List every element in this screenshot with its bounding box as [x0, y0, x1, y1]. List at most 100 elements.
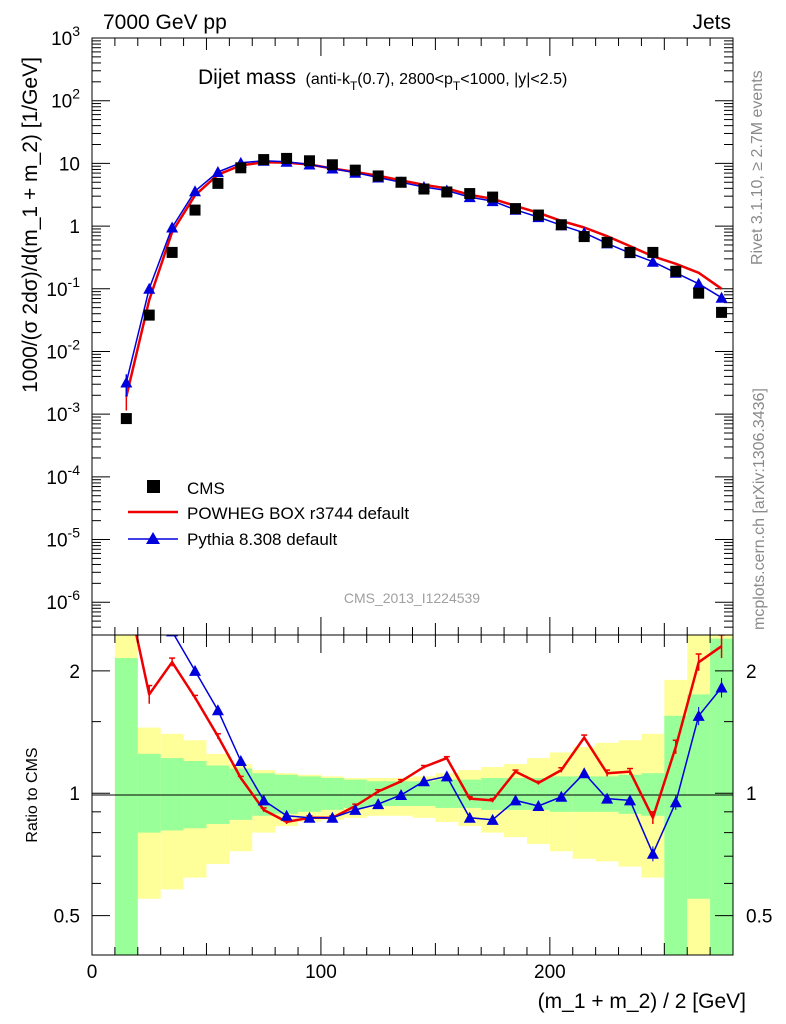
ratio-band-inner [298, 776, 321, 812]
main-ytick-label-base: 10 [46, 593, 67, 614]
main-ytick-label: 10-1 [46, 274, 80, 301]
main-pythia-point [189, 185, 202, 197]
main-cms-point [487, 191, 499, 203]
ratio-pythia-point [211, 704, 224, 716]
ratio-ytick-label-left: 0.5 [54, 907, 80, 928]
ratio-pythia-point [692, 709, 705, 721]
main-pythia-point [715, 291, 728, 303]
main-ytick-label-exp: -2 [68, 336, 81, 352]
main-cms-point [143, 309, 155, 321]
main-cms-point [349, 164, 361, 176]
main-ytick-label: 10-2 [46, 336, 80, 363]
ratio-pythia-point [234, 755, 247, 767]
ratio-pythia-point [646, 847, 659, 859]
main-cms-point [693, 287, 705, 299]
side-label-top: Rivet 3.1.10, ≥ 2.7M events [749, 70, 766, 265]
main-cms-point [326, 159, 338, 171]
title-detail-sub2: T [453, 79, 461, 93]
ratio-band-inner [710, 638, 733, 955]
ratio-band-inner [366, 781, 390, 807]
main-cms-point [281, 152, 293, 164]
main-pythia-point [211, 165, 224, 177]
main-cms-point [166, 246, 178, 258]
main-ytick-label: 103 [51, 23, 80, 50]
ratio-pythia-point [257, 794, 270, 806]
main-cms-point [647, 246, 659, 258]
ratio-series [120, 552, 728, 862]
main-ytick-label-exp: 2 [72, 86, 80, 102]
main-ytick-label-base: 10 [59, 154, 80, 175]
main-ytick-label-exp: -3 [68, 399, 81, 415]
header-right: Jets [692, 11, 731, 34]
main-ytick-label-base: 10 [46, 280, 67, 301]
main-cms-point [601, 236, 613, 248]
main-ytick-label-base: 1 [69, 217, 80, 238]
ratio-ytick-label-right: 2 [746, 662, 757, 683]
ratio-band-inner [320, 778, 344, 810]
ratio-bands [114, 635, 733, 955]
main-ytick-label: 1 [69, 217, 80, 238]
ratio-ytick-label-left: 2 [69, 662, 80, 683]
ratio-pythia-point [555, 790, 568, 802]
main-cms-point [441, 186, 453, 198]
main-cms-point [578, 231, 590, 243]
ratio-band-inner [343, 779, 367, 808]
ratio-pythia-point [578, 767, 591, 779]
main-cms-point [418, 183, 430, 195]
ratio-pythia-point [715, 681, 728, 693]
ratio-band-inner [526, 778, 550, 810]
main-pythia-point [166, 221, 179, 233]
ratio-pythia-point [669, 796, 682, 808]
main-cms-point [303, 155, 315, 167]
main-series [120, 152, 728, 425]
ratio-ytick-label-right: 1 [746, 784, 757, 805]
legend-marker-pythia [146, 532, 160, 544]
watermark: CMS_2013_I1224539 [344, 590, 480, 606]
xtick-label: 200 [534, 962, 566, 983]
main-ytick-label-base: 10 [51, 92, 72, 113]
main-cms-point [555, 219, 567, 231]
main-ytick-label: 10-4 [46, 462, 80, 489]
main-cms-point [120, 413, 132, 425]
main-pythia-point [143, 282, 156, 294]
ratio-pythia-point [280, 809, 293, 821]
title-detail-mid: (0.7), 2800<p [357, 71, 453, 88]
legend-label-pythia: Pythia 8.308 default [187, 530, 338, 549]
ratio-pythia-point [395, 788, 408, 800]
main-cms-point [510, 203, 522, 215]
main-cms-point [624, 246, 636, 258]
main-pythia-point [646, 255, 659, 267]
ratio-pythia-point [189, 664, 202, 676]
main-cms-point [464, 188, 476, 200]
main-ytick-label-exp: -5 [68, 525, 81, 541]
main-ytick-label-base: 10 [46, 405, 67, 426]
ratio-pythia-point [143, 612, 155, 623]
main-cms-point [716, 306, 728, 318]
main-ylabel: 1000/(σ 2dσ)/d(m_1 + m_2) [1/GeV] [19, 57, 42, 393]
ratio-frame [91, 634, 734, 956]
ratio-pythia-point [417, 775, 430, 787]
ratio-axis-ticks: 0.5 0.5 1 1 2 2 0 100 200 [54, 635, 772, 983]
main-ytick-label: 10-5 [46, 525, 80, 552]
main-ytick-label-base: 10 [46, 531, 67, 552]
main-cms-point [235, 162, 247, 174]
ratio-pythia-point [509, 794, 522, 806]
main-ytick-label: 10 [59, 154, 80, 175]
main-ytick-label-base: 10 [46, 342, 67, 363]
ratio-ytick-label-left: 1 [69, 784, 80, 805]
main-cms-point [372, 170, 384, 182]
ratio-pythia-point [440, 770, 453, 782]
ratio-band-inner [687, 694, 711, 899]
main-ytick-label: 102 [51, 86, 80, 113]
ratio-pythia-point [120, 552, 132, 563]
main-title: Dijet mass [198, 66, 296, 89]
ratio-pythia-point [349, 803, 362, 815]
header-left: 7000 GeV pp [103, 11, 227, 34]
title-detail-pre: (anti-k [305, 71, 350, 88]
title-detail-sub1: T [350, 79, 358, 93]
ratio-band-inner [114, 658, 138, 955]
ratio-band-inner [160, 758, 184, 831]
ratio-ytick-label-right: 0.5 [746, 907, 772, 928]
ratio-pythia-point [486, 813, 499, 825]
main-pythia-point [692, 277, 705, 289]
